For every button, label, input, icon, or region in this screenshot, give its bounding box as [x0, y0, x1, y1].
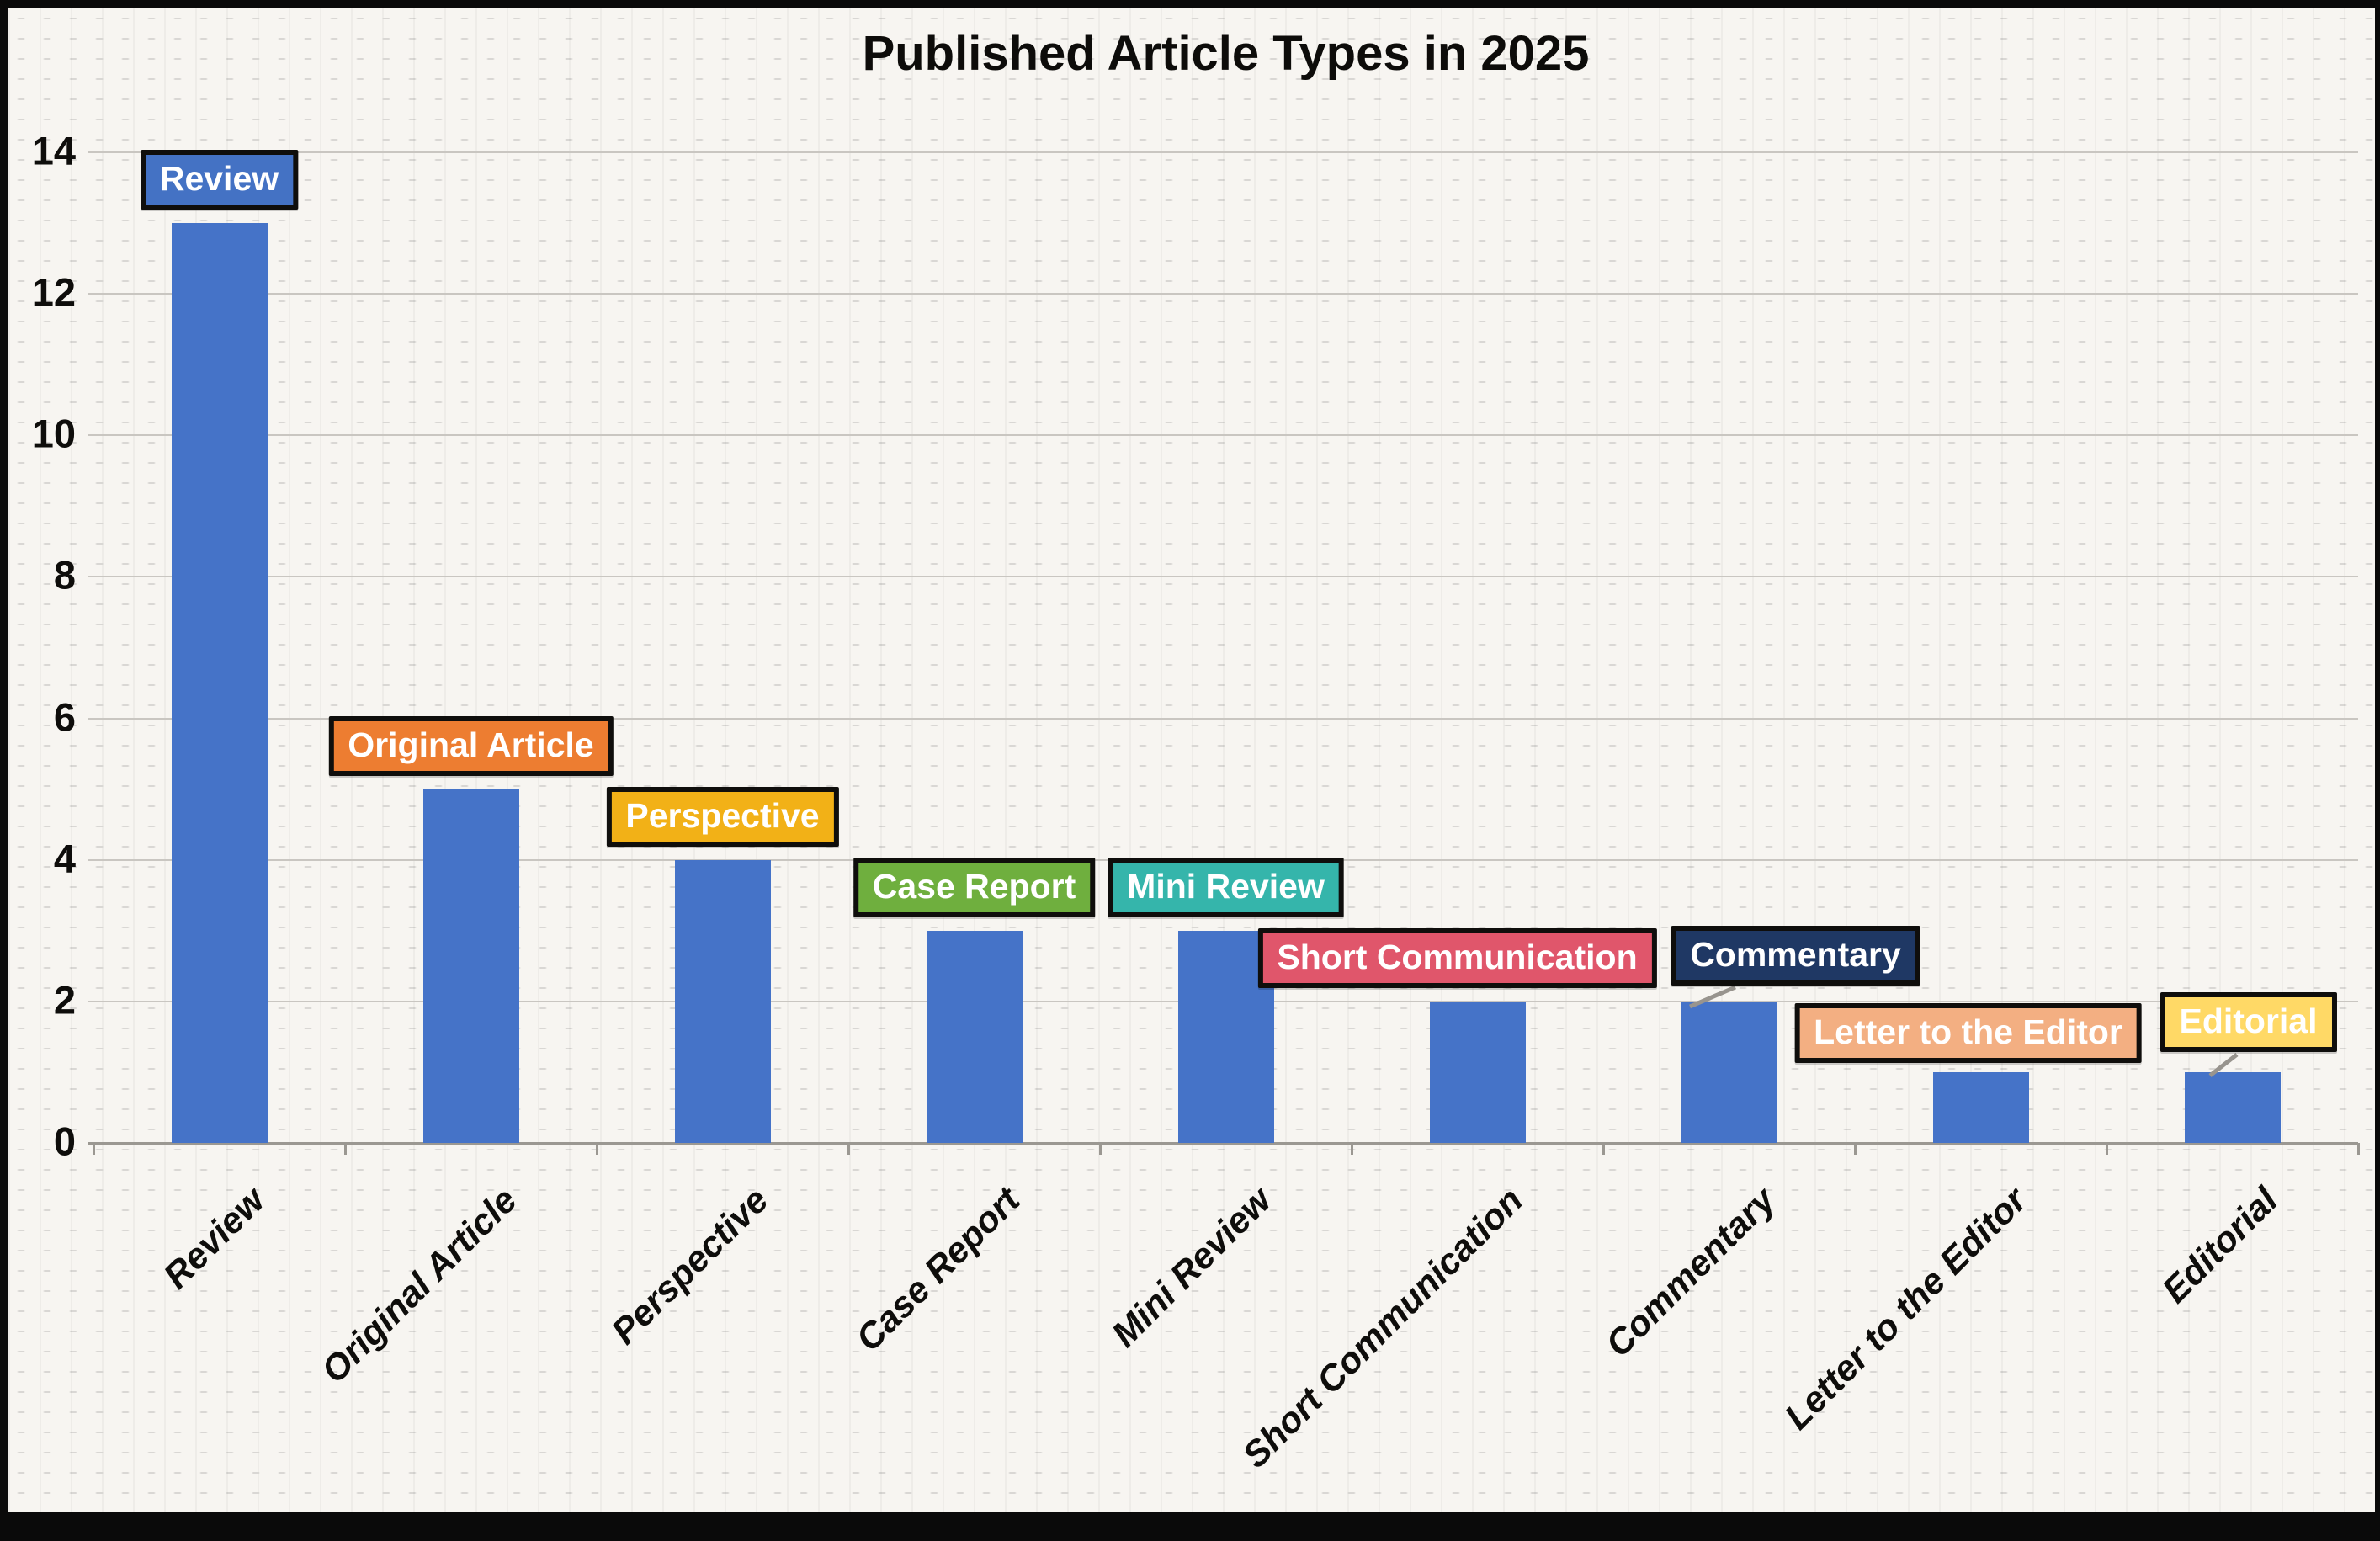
y-tick-label-14: 14	[31, 128, 76, 173]
data-label-box-case-report: Case Report	[853, 857, 1096, 917]
x-axis-tick	[847, 1143, 850, 1155]
grid-line-y8	[88, 576, 2358, 578]
bar-review	[171, 223, 268, 1143]
x-axis-label-review: Review	[156, 1180, 274, 1297]
x-axis-tick	[93, 1143, 95, 1155]
bar-letter-to-the-editor	[1932, 1071, 2029, 1143]
x-axis-label-original-article: Original Article	[313, 1180, 525, 1391]
y-tick-label-8: 8	[53, 552, 76, 598]
x-axis-tick	[2106, 1143, 2108, 1155]
x-axis-tick	[596, 1143, 598, 1155]
x-axis-tick	[2357, 1143, 2360, 1155]
chart-canvas: Published Article Types in 2025 0 2 4 6 8 10 1…	[8, 8, 2375, 1512]
x-axis-tick	[344, 1143, 347, 1155]
grid-line-y0	[88, 1142, 2358, 1145]
bar-editorial	[2184, 1071, 2281, 1143]
data-label-box-short-communication: Short Communication	[1257, 927, 1657, 988]
chart-title: Published Article Types in 2025	[862, 26, 1590, 81]
bar-original-article	[422, 789, 519, 1143]
data-label-box-perspective: Perspective	[606, 786, 839, 847]
data-label-box-commentary: Commentary	[1671, 925, 1920, 986]
y-tick-label-2: 2	[53, 977, 76, 1023]
grid-line-y10	[88, 434, 2358, 437]
bar-commentary	[1681, 1001, 1777, 1143]
y-tick-label-4: 4	[53, 836, 76, 881]
x-axis-tick	[1602, 1143, 1605, 1155]
bar-case-report	[926, 930, 1023, 1143]
bar-short-communication	[1429, 1001, 1526, 1143]
x-axis-label-letter-to-the-editor: Letter to the Editor	[1777, 1180, 2035, 1437]
data-label-box-letter-to-the-editor: Letter to the Editor	[1794, 1002, 2142, 1063]
x-axis-label-commentary: Commentary	[1597, 1180, 1783, 1365]
x-axis-label-editorial: Editorial	[2154, 1180, 2287, 1311]
x-axis-tick	[1854, 1143, 1857, 1155]
y-tick-label-10: 10	[31, 411, 76, 456]
data-label-box-editorial: Editorial	[2160, 991, 2337, 1052]
grid-line-y12	[88, 293, 2358, 295]
data-label-box-review: Review	[140, 149, 299, 210]
x-axis-tick	[1099, 1143, 1102, 1155]
y-tick-label-6: 6	[53, 693, 76, 739]
x-axis-label-short-communication: Short Communication	[1235, 1180, 1532, 1476]
grid-line-y6	[88, 717, 2358, 720]
x-axis-label-case-report: Case Report	[848, 1180, 1028, 1360]
grid-line-y14	[88, 151, 2358, 153]
data-label-box-original-article: Original Article	[328, 715, 614, 776]
bar-perspective	[674, 859, 771, 1143]
data-label-box-mini-review: Mini Review	[1108, 857, 1344, 917]
x-axis-label-perspective: Perspective	[603, 1180, 777, 1352]
x-axis-label-mini-review: Mini Review	[1104, 1180, 1280, 1355]
y-tick-label-12: 12	[31, 269, 76, 315]
x-axis-tick	[1351, 1143, 1353, 1155]
y-tick-label-0: 0	[53, 1119, 76, 1164]
